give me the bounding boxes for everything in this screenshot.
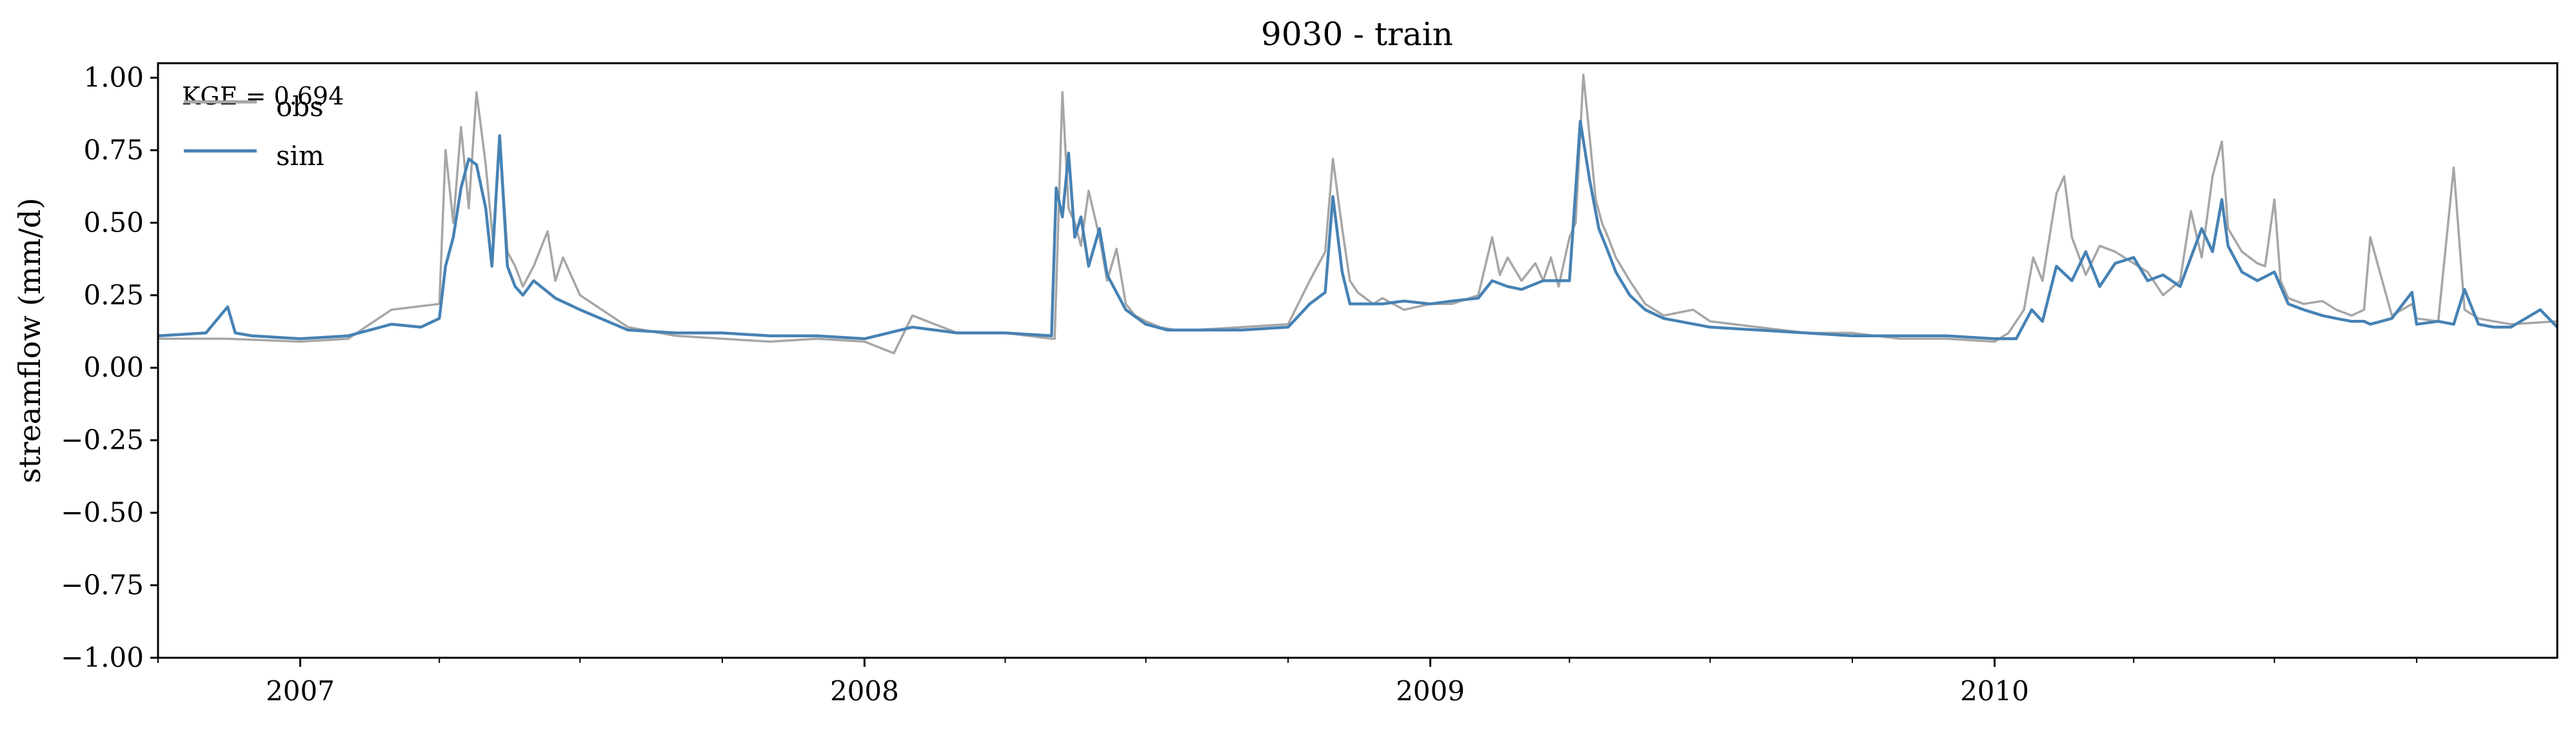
x-tick-label: 2010 — [1960, 675, 2029, 707]
y-tick-label: 0.00 — [83, 351, 144, 383]
y-tick-label: −0.50 — [61, 497, 144, 528]
y-tick-label: 0.25 — [83, 279, 144, 311]
x-tick-label: 2007 — [266, 675, 335, 707]
y-tick-label: 0.75 — [83, 134, 144, 166]
chart-title: 9030 - train — [1261, 15, 1453, 53]
y-tick-label: −0.25 — [61, 424, 144, 456]
plot-frame — [158, 63, 2557, 658]
y-tick-label: −1.00 — [61, 642, 144, 673]
y-axis-ticks: 1.00 0.75 0.50 0.25 0.00 −0.25 −0.50 −0.75 −1.00 — [61, 61, 158, 673]
x-tick-label: 2009 — [1396, 675, 1465, 707]
series-line-sim — [158, 121, 2557, 339]
x-tick-label: 2008 — [830, 675, 899, 707]
legend-sim-label: sim — [276, 140, 324, 172]
legend: obs sim — [184, 91, 324, 172]
y-axis-label: streamflow (mm/d) — [12, 198, 47, 484]
legend-obs-label: obs — [276, 91, 324, 123]
y-tick-label: 1.00 — [83, 61, 144, 93]
plot-area — [158, 75, 2557, 353]
series-line-obs — [158, 75, 2557, 353]
y-tick-label: 0.50 — [83, 206, 144, 238]
y-tick-label: −0.75 — [61, 569, 144, 601]
x-axis-ticks: 2007 2008 2009 2010 — [158, 658, 2417, 707]
